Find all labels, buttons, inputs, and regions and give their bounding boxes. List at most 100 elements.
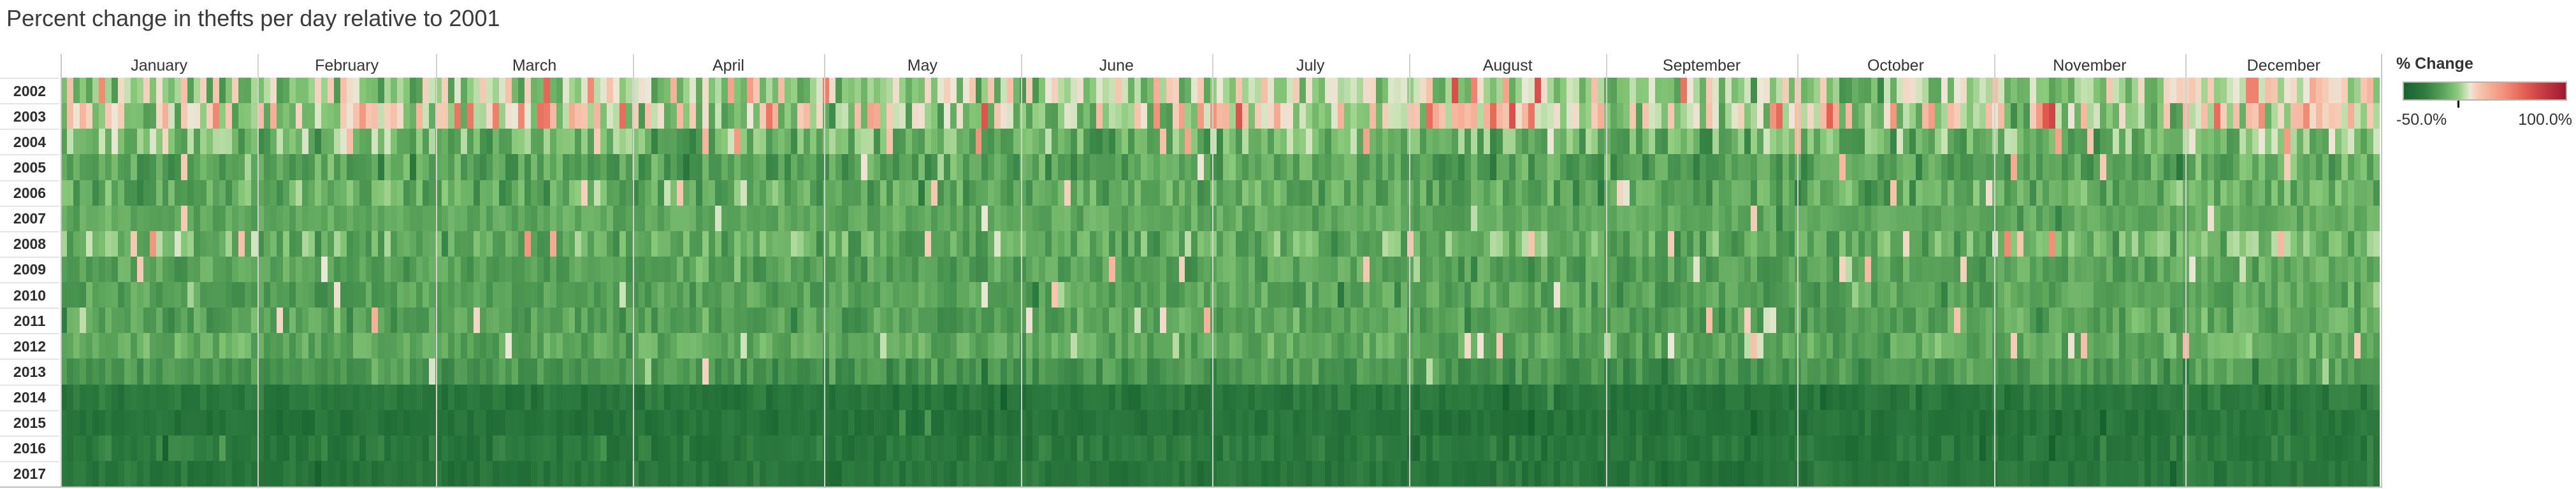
heatmap-cell[interactable] [1947, 333, 1954, 359]
heatmap-cell[interactable] [2030, 384, 2037, 410]
heatmap-cell[interactable] [1140, 205, 1147, 231]
heatmap-cell[interactable] [1292, 384, 1299, 410]
heatmap-cell[interactable] [1426, 282, 1433, 308]
heatmap-cell[interactable] [1941, 78, 1948, 104]
heatmap-cell[interactable] [1312, 230, 1319, 257]
heatmap-cell[interactable] [867, 230, 874, 257]
heatmap-cell[interactable] [2354, 230, 2361, 257]
heatmap-cell[interactable] [2208, 230, 2215, 257]
heatmap-cell[interactable] [619, 409, 626, 436]
heatmap-cell[interactable] [1274, 308, 1280, 334]
heatmap-cell[interactable] [2227, 333, 2234, 359]
heatmap-cell[interactable] [1159, 308, 1166, 334]
heatmap-cell[interactable] [1718, 180, 1725, 206]
heatmap-cell[interactable] [352, 103, 359, 129]
heatmap-cell[interactable] [1166, 78, 1173, 104]
heatmap-cell[interactable] [1890, 129, 1897, 155]
heatmap-cell[interactable] [346, 205, 353, 231]
heatmap-cell[interactable] [2271, 103, 2278, 129]
heatmap-cell[interactable] [1223, 230, 1230, 257]
heatmap-cell[interactable] [797, 409, 804, 436]
heatmap-cell[interactable] [1763, 282, 1770, 308]
heatmap-cell[interactable] [1223, 282, 1230, 308]
heatmap-cell[interactable] [162, 256, 169, 282]
heatmap-cell[interactable] [2106, 308, 2113, 334]
heatmap-cell[interactable] [836, 333, 843, 359]
heatmap-cell[interactable] [1559, 282, 1567, 308]
heatmap-cell[interactable] [1502, 384, 1509, 410]
heatmap-cell[interactable] [2011, 256, 2018, 282]
heatmap-cell[interactable] [1439, 282, 1446, 308]
heatmap-cell[interactable] [797, 230, 804, 257]
heatmap-cell[interactable] [1725, 103, 1732, 129]
heatmap-cell[interactable] [295, 78, 302, 104]
heatmap-cell[interactable] [295, 308, 302, 334]
heatmap-cell[interactable] [200, 256, 207, 282]
heatmap-cell[interactable] [429, 129, 436, 155]
heatmap-cell[interactable] [1642, 230, 1649, 257]
heatmap-cell[interactable] [1077, 256, 1083, 282]
heatmap-cell[interactable] [517, 205, 525, 231]
heatmap-cell[interactable] [245, 333, 252, 359]
heatmap-cell[interactable] [2354, 180, 2361, 206]
heatmap-cell[interactable] [365, 409, 372, 436]
heatmap-cell[interactable] [645, 308, 652, 334]
heatmap-cell[interactable] [1312, 282, 1319, 308]
heatmap-cell[interactable] [943, 358, 950, 385]
heatmap-cell[interactable] [1261, 78, 1268, 104]
heatmap-cell[interactable] [607, 333, 614, 359]
heatmap-cell[interactable] [600, 230, 607, 257]
heatmap-cell[interactable] [1064, 256, 1071, 282]
heatmap-cell[interactable] [1185, 358, 1192, 385]
heatmap-cell[interactable] [2252, 154, 2259, 180]
heatmap-cell[interactable] [384, 230, 391, 257]
heatmap-cell[interactable] [2220, 205, 2227, 231]
heatmap-cell[interactable] [492, 409, 499, 436]
heatmap-cell[interactable] [486, 180, 493, 206]
heatmap-cell[interactable] [1921, 154, 1928, 180]
heatmap-cell[interactable] [2366, 129, 2373, 155]
heatmap-cell[interactable] [1737, 230, 1744, 257]
heatmap-cell[interactable] [1292, 358, 1299, 385]
heatmap-cell[interactable] [1433, 154, 1440, 180]
heatmap-cell[interactable] [879, 308, 886, 334]
heatmap-cell[interactable] [1337, 230, 1344, 257]
heatmap-cell[interactable] [1147, 205, 1154, 231]
heatmap-cell[interactable] [321, 230, 328, 257]
heatmap-cell[interactable] [2043, 256, 2050, 282]
heatmap-cell[interactable] [1248, 333, 1255, 359]
heatmap-cell[interactable] [1147, 103, 1154, 129]
heatmap-cell[interactable] [1108, 230, 1115, 257]
heatmap-cell[interactable] [73, 103, 80, 129]
heatmap-cell[interactable] [950, 308, 957, 334]
heatmap-cell[interactable] [1737, 154, 1744, 180]
heatmap-cell[interactable] [1350, 358, 1357, 385]
heatmap-cell[interactable] [836, 409, 843, 436]
heatmap-cell[interactable] [537, 256, 544, 282]
heatmap-cell[interactable] [1382, 78, 1389, 104]
heatmap-cell[interactable] [1681, 384, 1687, 410]
heatmap-cell[interactable] [79, 358, 86, 385]
heatmap-cell[interactable] [950, 333, 957, 359]
heatmap-cell[interactable] [397, 358, 404, 385]
heatmap-cell[interactable] [66, 205, 73, 231]
heatmap-cell[interactable] [943, 256, 950, 282]
heatmap-cell[interactable] [410, 409, 417, 436]
heatmap-cell[interactable] [124, 308, 131, 334]
heatmap-cell[interactable] [213, 154, 220, 180]
heatmap-cell[interactable] [1268, 256, 1275, 282]
heatmap-cell[interactable] [524, 180, 531, 206]
heatmap-cell[interactable] [301, 78, 308, 104]
heatmap-cell[interactable] [327, 282, 334, 308]
heatmap-cell[interactable] [1198, 333, 1205, 359]
heatmap-cell[interactable] [937, 384, 944, 410]
heatmap-cell[interactable] [1001, 409, 1008, 436]
heatmap-cell[interactable] [727, 180, 734, 206]
heatmap-cell[interactable] [2049, 103, 2056, 129]
heatmap-cell[interactable] [1172, 308, 1179, 334]
heatmap-cell[interactable] [1585, 103, 1592, 129]
heatmap-cell[interactable] [639, 205, 646, 231]
heatmap-cell[interactable] [867, 409, 874, 436]
heatmap-cell[interactable] [1960, 282, 1967, 308]
heatmap-cell[interactable] [1166, 154, 1173, 180]
